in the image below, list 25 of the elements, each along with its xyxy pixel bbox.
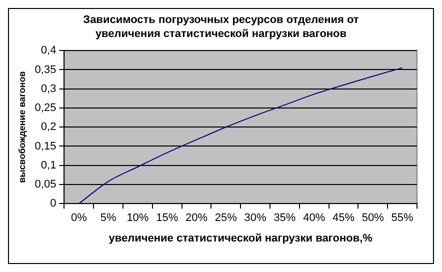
y-tick-label: 0,1 [40,159,56,172]
y-tick-label: 0,4 [40,44,56,57]
y-tick-label: 0,15 [34,140,56,152]
y-tick-label: 0,3 [40,82,56,95]
x-tick-label: 45% [332,212,355,224]
x-tick-label: 30% [244,212,267,224]
x-tick-label: 35% [274,212,296,224]
y-axis-title: высвобождение вагонов [16,70,27,183]
y-tick-label: 0,35 [34,64,56,76]
y-tick-label: 0 [50,198,56,210]
y-tick-label: 0,2 [40,121,56,134]
chart-title: Зависимость погрузочных ресурсов отделения от увеличения статистической нагрузки вагонов [82,13,360,41]
x-tick-label: 10% [126,212,149,224]
x-tick-label: 25% [214,212,238,224]
line-series [78,67,403,204]
x-axis-title: увеличение статистической нагрузки вагонов,% [108,232,373,244]
x-tick-label: 5% [100,212,116,224]
x-tick-label: 0% [70,212,88,224]
x-tick-label: 40% [303,212,326,224]
y-tick-label: 0,25 [34,102,56,114]
y-tick-label: 0,05 [34,178,56,191]
x-tick-label: 20% [185,212,208,224]
x-tick-label: 50% [362,212,384,224]
x-tick-label: 55% [391,212,414,224]
x-tick-label: 15% [156,212,178,224]
